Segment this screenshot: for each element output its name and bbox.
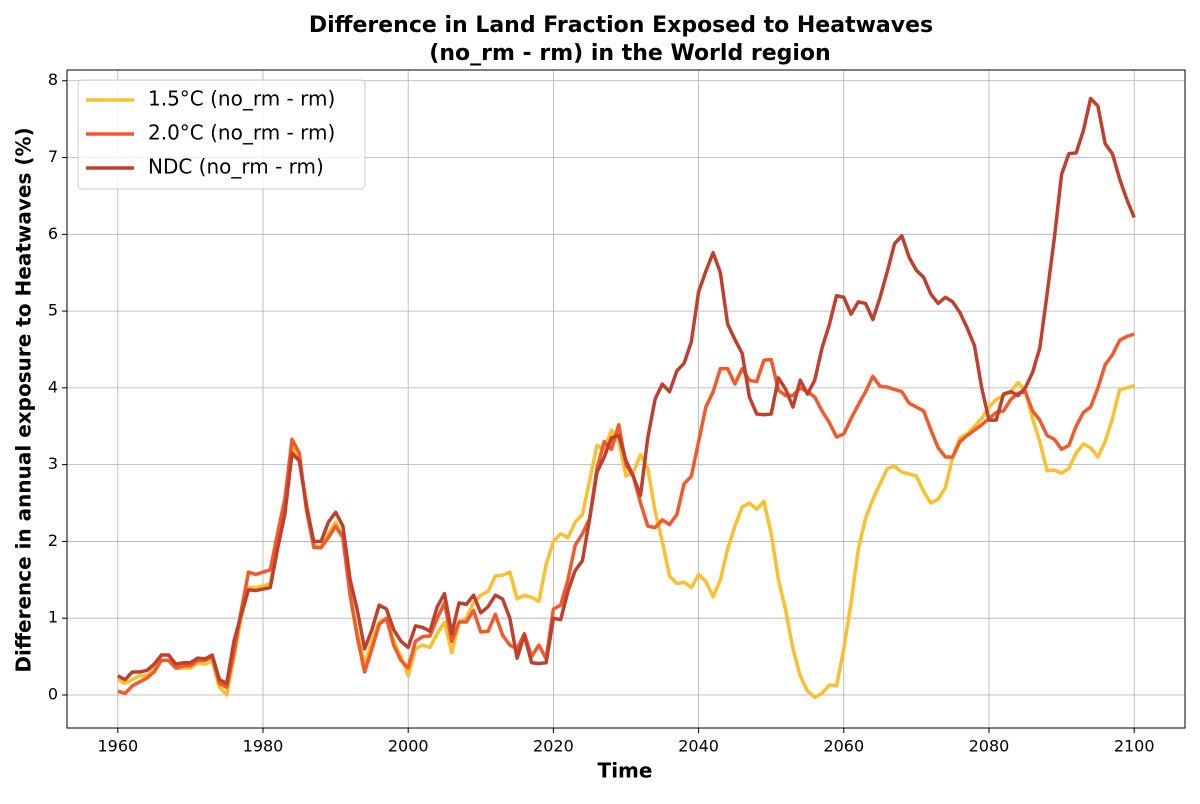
y-tick-label: 5: [48, 301, 58, 320]
y-tick-label: 1: [48, 608, 58, 627]
y-tick-label: 8: [48, 70, 58, 89]
x-axis-label: Time: [598, 759, 653, 783]
y-tick-label: 3: [48, 454, 58, 473]
x-tick-label: 1980: [243, 737, 284, 756]
x-tick-label: 2060: [823, 737, 864, 756]
y-tick-label: 4: [48, 377, 58, 396]
y-tick-label: 2: [48, 531, 58, 550]
chart-title: Difference in Land Fraction Exposed to H…: [309, 13, 933, 38]
x-tick-label: 2080: [969, 737, 1010, 756]
legend-label: 2.0°C (no_rm - rm): [148, 121, 335, 145]
legend-label: NDC (no_rm - rm): [148, 155, 324, 179]
y-tick-label: 7: [48, 147, 58, 166]
series-line: [117, 380, 1135, 700]
legend-box: [77, 79, 366, 190]
x-tick-label: 2000: [388, 737, 429, 756]
chart-title: (no_rm - rm) in the World region: [429, 41, 830, 66]
x-tick-label: 2100: [1114, 737, 1155, 756]
y-tick-label: 0: [48, 684, 58, 703]
x-tick-label: 1960: [97, 737, 138, 756]
x-tick-label: 2040: [678, 737, 719, 756]
plot-frame: [66, 69, 1186, 729]
x-tick-label: 2020: [533, 737, 574, 756]
y-axis-label: Difference in annual exposure to Heatwav…: [12, 127, 36, 672]
legend-label: 1.5°C (no_rm - rm): [148, 87, 335, 111]
series-line: [117, 96, 1136, 686]
y-tick-label: 6: [48, 224, 58, 243]
